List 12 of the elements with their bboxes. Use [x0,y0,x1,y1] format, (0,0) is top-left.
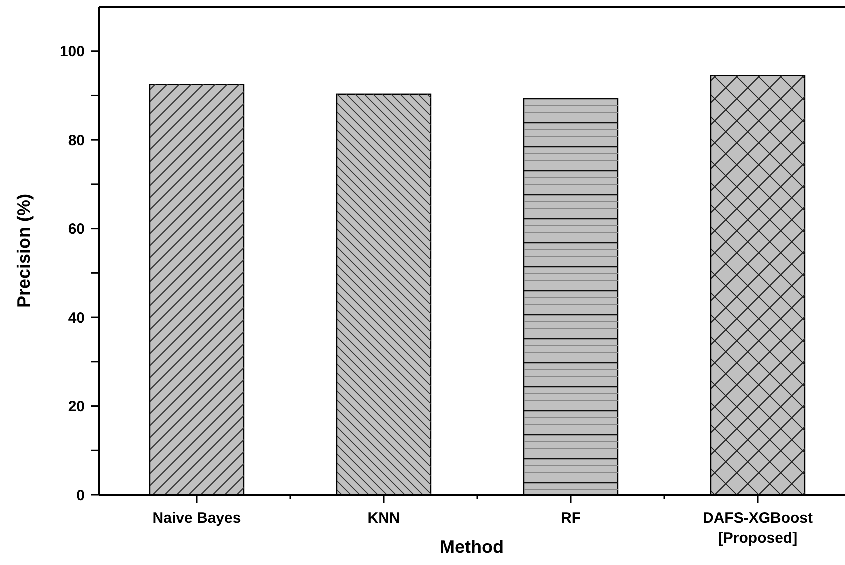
y-tick-label: 80 [68,132,85,150]
y-tick-label: 100 [60,44,85,61]
x-tick-label: DAFS-XGBoost [Proposed] [703,510,813,547]
y-tick-label: 60 [68,221,85,238]
x-tick-label: RF [561,510,581,527]
x-axis-title: Method [440,537,504,557]
x-tick-label: Naive Bayes [152,510,242,527]
y-axis-title: Precision (%) [14,194,34,308]
y-tick-label: 0 [76,487,85,504]
y-tick-label: 20 [68,398,85,416]
y-tick-label: 40 [68,310,85,327]
x-tick-label: KNN [368,510,400,527]
